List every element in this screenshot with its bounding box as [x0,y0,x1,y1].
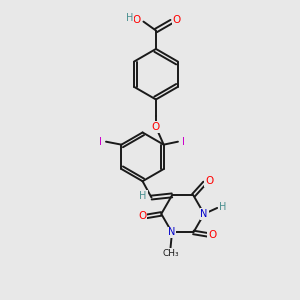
Text: I: I [182,137,185,147]
Text: O: O [152,122,160,132]
Text: H: H [140,191,147,201]
Text: I: I [99,137,102,147]
Text: N: N [168,227,176,237]
Text: H: H [219,202,226,212]
Text: N: N [200,209,208,219]
Text: H: H [126,13,134,23]
Text: O: O [138,211,146,221]
Text: CH₃: CH₃ [162,249,179,258]
Text: O: O [133,15,141,25]
Text: O: O [205,176,214,186]
Text: O: O [208,230,217,240]
Text: O: O [172,15,181,26]
